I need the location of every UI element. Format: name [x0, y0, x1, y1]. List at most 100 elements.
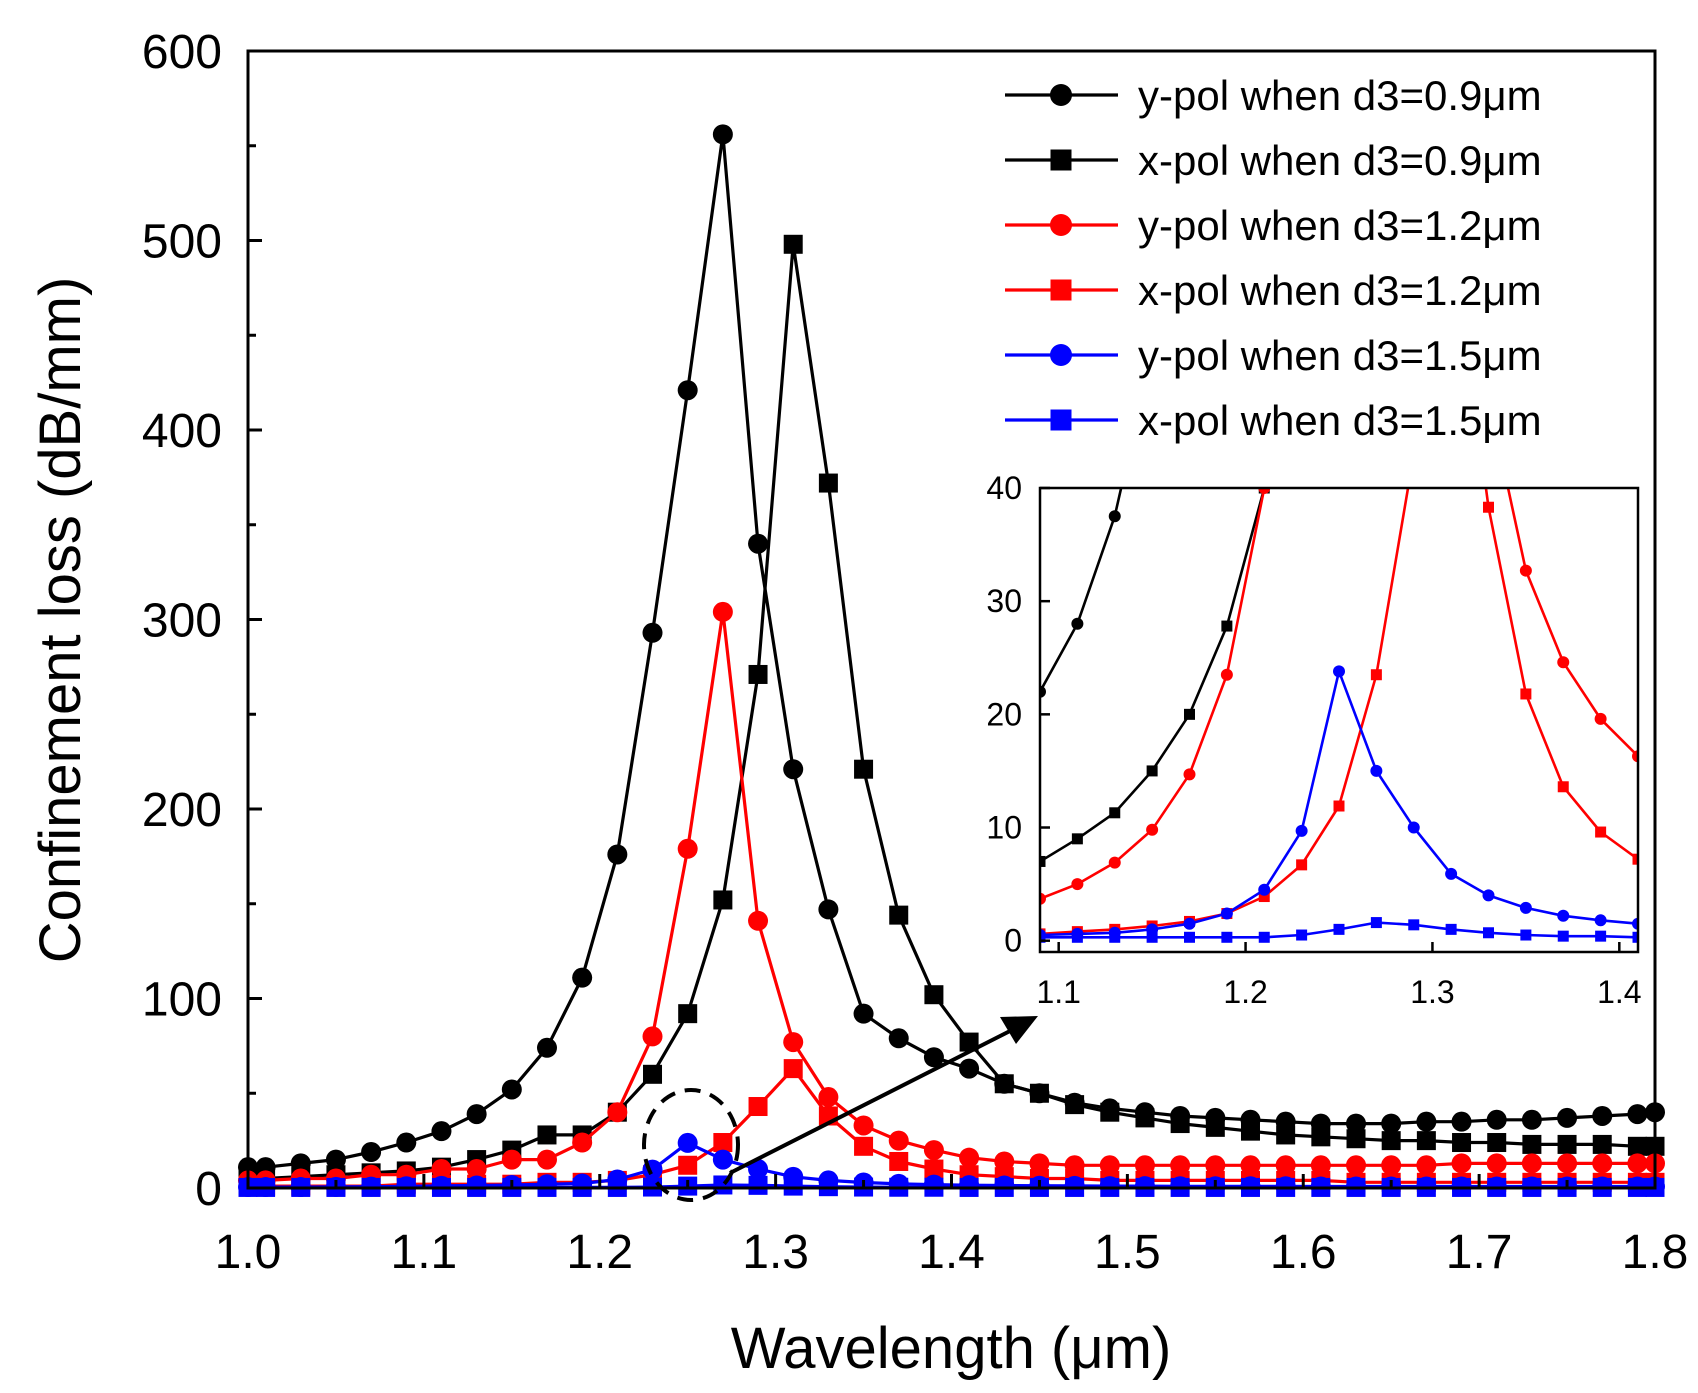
- data-point: [1346, 1113, 1367, 1134]
- data-point: [1108, 510, 1121, 523]
- data-point: [1557, 781, 1569, 793]
- data-point: [431, 1121, 452, 1142]
- inset-series-x-pol-when-d3-1-5um: [1040, 917, 1638, 943]
- inset-y-tick-label: 10: [986, 810, 1022, 846]
- data-point: [1240, 1155, 1261, 1176]
- data-point: [959, 1058, 980, 1079]
- data-point: [1071, 833, 1083, 845]
- data-point: [1100, 1102, 1120, 1122]
- data-point: [1311, 1127, 1331, 1147]
- data-point: [1029, 1083, 1049, 1103]
- data-point: [1370, 917, 1382, 929]
- data-point: [1346, 1155, 1367, 1176]
- data-point: [1346, 1129, 1366, 1149]
- y-tick-label: 0: [195, 1163, 222, 1216]
- data-point: [361, 1141, 382, 1162]
- data-point: [1109, 931, 1121, 943]
- data-point: [1370, 669, 1382, 681]
- zoom-arrow-head: [1000, 1016, 1038, 1044]
- data-point: [889, 905, 909, 925]
- data-point: [1627, 1136, 1647, 1156]
- data-point: [748, 533, 769, 554]
- data-point: [1381, 1131, 1401, 1151]
- data-point: [748, 1097, 768, 1117]
- data-point: [643, 1064, 663, 1084]
- data-point: [1557, 1153, 1578, 1174]
- data-point: [1483, 927, 1494, 939]
- x-tick-label: 1.2: [566, 1226, 633, 1279]
- data-point: [1592, 1134, 1612, 1154]
- data-point: [1183, 768, 1196, 781]
- legend-label: y-pol when d3=1.2μm: [1138, 202, 1542, 249]
- y-tick-label: 600: [142, 26, 222, 79]
- data-point: [1519, 564, 1532, 577]
- data-point: [678, 1004, 698, 1024]
- data-point: [1295, 824, 1308, 837]
- data-point: [1486, 1153, 1507, 1174]
- zoom-region-ellipse: [642, 1088, 740, 1202]
- data-point: [1520, 929, 1532, 941]
- data-point: [1296, 929, 1308, 941]
- data-point: [1205, 1155, 1226, 1176]
- inset-chart: 1.1 1.2 1.3 1.4 0 10 20 30 40: [986, 470, 1641, 1010]
- data-point: [1146, 823, 1159, 836]
- data-point: [1071, 617, 1084, 630]
- data-point: [1099, 1155, 1120, 1176]
- data-point: [1627, 1104, 1648, 1125]
- data-point: [1592, 1153, 1613, 1174]
- data-point: [1486, 1109, 1507, 1130]
- inset-series-y-pol-when-d3-0-9um: [1040, 488, 1123, 698]
- data-point: [1258, 488, 1271, 494]
- legend: y-pol when d3=0.9μm x-pol when d3=0.9μm y-…: [1005, 72, 1542, 444]
- data-point: [748, 1159, 769, 1180]
- data-point: [1451, 1153, 1472, 1174]
- data-point: [1519, 901, 1532, 914]
- data-point: [431, 1159, 452, 1180]
- data-point: [572, 1132, 593, 1153]
- data-point: [466, 1159, 487, 1180]
- data-point: [1557, 909, 1570, 922]
- data-point: [677, 1132, 698, 1153]
- data-point: [712, 124, 733, 145]
- data-point: [1040, 855, 1046, 867]
- data-point: [536, 1037, 557, 1058]
- data-point: [1108, 856, 1121, 869]
- data-point: [1557, 930, 1569, 942]
- data-point: [1220, 668, 1233, 681]
- data-point: [642, 622, 663, 643]
- data-point: [994, 1074, 1014, 1094]
- main-x-axis-title: Wavelength (μm): [731, 1316, 1172, 1381]
- data-point: [1183, 917, 1196, 930]
- inset-plot-frame: [1038, 486, 1640, 954]
- data-point: [1135, 1108, 1155, 1128]
- inset-y-tick-label: 30: [986, 583, 1022, 619]
- data-point: [959, 1032, 979, 1052]
- data-point: [572, 967, 593, 988]
- data-point: [537, 1125, 557, 1145]
- data-point: [1627, 1153, 1648, 1174]
- legend-label: x-pol when d3=0.9μm: [1138, 137, 1542, 184]
- data-point: [1258, 883, 1271, 896]
- data-point: [712, 1149, 733, 1170]
- data-point: [924, 985, 944, 1005]
- data-point: [642, 1026, 663, 1047]
- data-point: [1482, 889, 1495, 902]
- data-point: [1310, 1155, 1331, 1176]
- y-tick-label: 500: [142, 216, 222, 269]
- data-point: [396, 1132, 417, 1153]
- data-point: [924, 1159, 944, 1179]
- data-point: [1220, 907, 1233, 920]
- y-tick-label: 300: [142, 595, 222, 648]
- legend-label: x-pol when d3=1.5μm: [1138, 397, 1542, 444]
- data-point: [1240, 1121, 1260, 1141]
- data-point: [1557, 1107, 1578, 1128]
- data-point: [1416, 1111, 1437, 1132]
- x-tick-label: 1.7: [1446, 1226, 1513, 1279]
- data-point: [923, 1140, 944, 1161]
- data-point: [1557, 656, 1570, 669]
- data-point: [1184, 931, 1195, 943]
- legend-marker: [1050, 409, 1072, 431]
- data-point: [783, 234, 803, 254]
- data-point: [1522, 1134, 1542, 1154]
